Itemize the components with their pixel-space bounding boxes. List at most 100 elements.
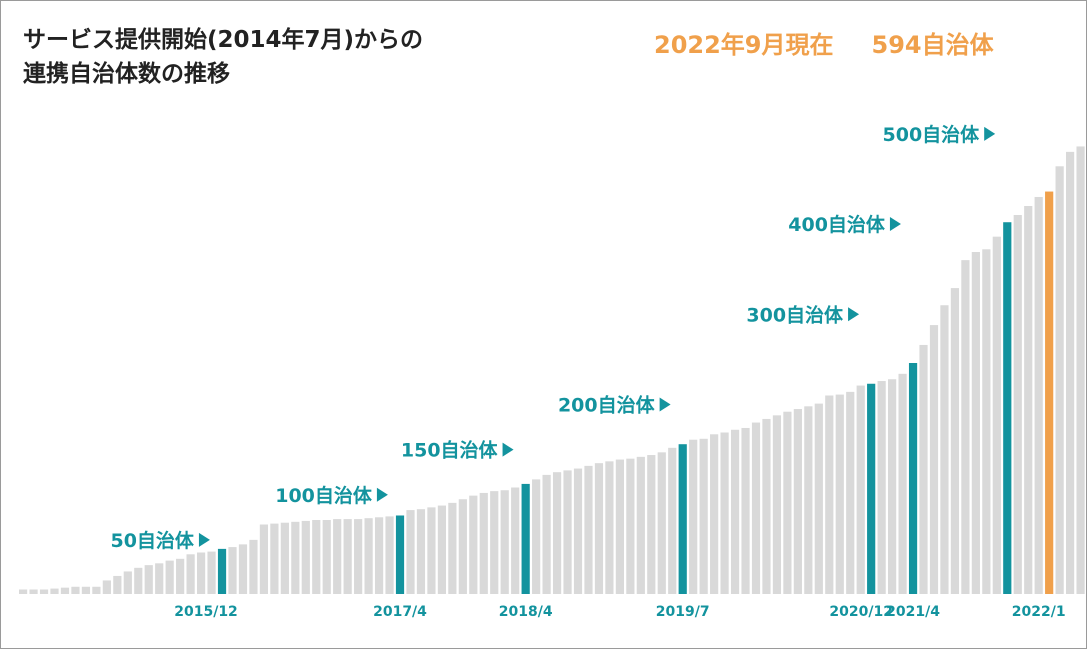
bar [333,519,342,594]
x-tick-label: 2017/4 [373,604,427,620]
bar [919,344,928,594]
bar [406,510,415,594]
bar [971,252,980,594]
bar [772,415,782,594]
bar [647,455,656,594]
bar [343,519,352,594]
bar [322,520,331,594]
bar [689,439,698,594]
bar [19,589,28,594]
bar [657,452,666,594]
x-tick-label: 2020/12 [829,604,893,620]
milestone-label: 150自治体 [401,439,499,462]
bar [228,547,237,594]
bar [301,520,310,594]
bar [532,479,541,594]
bar [144,565,153,594]
bar [123,571,132,594]
bar [982,249,991,595]
bar [1066,151,1075,594]
bar [427,507,436,594]
bar [605,461,614,594]
milestone-arrow [889,217,901,232]
bar [793,409,802,594]
bar [60,587,70,594]
bar [312,520,321,594]
bar [1055,166,1064,594]
bar [29,589,38,594]
bar [71,586,80,594]
bar [825,395,834,594]
bar [39,589,49,594]
bar [113,575,122,594]
bar [291,521,300,594]
bar [814,403,823,594]
bar [710,434,719,594]
bar [469,495,478,594]
bar-current [1045,191,1054,595]
bar [1076,146,1085,594]
bar [992,236,1001,595]
bar [940,305,949,594]
bar [437,505,446,594]
bar [479,492,488,594]
bar [730,429,740,594]
bar [563,470,572,594]
bar [626,458,635,594]
bar [207,551,216,594]
milestone-arrow [376,487,388,502]
bar [81,586,91,594]
bar [835,394,844,594]
x-tick-label: 2021/4 [886,604,940,620]
bar-milestone [908,363,918,594]
bar [270,523,279,594]
bar [134,567,143,594]
bar-milestone [867,383,876,594]
bar-milestone [395,515,405,594]
bar-milestone [678,444,687,594]
milestone-label: 50自治体 [110,529,194,552]
bar [573,468,583,594]
bar [751,422,761,594]
bar [238,544,248,594]
bar [584,465,593,594]
bar [165,560,174,594]
bar [176,558,185,594]
bar [490,491,499,594]
title-line-1: サービス提供開始(2014年7月)からの [23,27,424,53]
bar [1034,196,1043,594]
bar [416,509,426,594]
bar [877,381,886,594]
bar-milestone [521,483,530,594]
bar [668,447,677,594]
bar [364,518,373,594]
bar [888,379,897,594]
milestone-arrow [198,532,210,547]
milestone-label: 400自治体 [788,213,886,236]
x-tick-label: 2015/12 [174,604,238,620]
bar [511,487,520,594]
bar [1013,215,1022,594]
bar-milestone [1003,222,1012,595]
bar [102,580,111,594]
bar [741,427,750,594]
milestone-arrow [848,307,860,322]
x-tick-label: 2019/7 [656,604,710,620]
bar [615,459,624,594]
milestone-arrow [984,126,996,141]
bar [950,288,960,594]
milestone-arrow [659,397,671,412]
bar [249,539,258,594]
bar [196,552,206,594]
current-date: 2022年9月現在 [654,31,834,59]
bar [929,325,939,594]
milestone-label: 500自治体 [883,123,981,146]
x-tick-label: 2022/1 [1012,604,1066,620]
title-line-2: 連携自治体数の推移 [23,61,230,87]
bar [280,522,289,594]
x-tick-label: 2018/4 [499,604,553,620]
bar [385,516,394,594]
milestone-arrow [502,442,514,457]
milestone-label: 300自治体 [746,303,844,326]
